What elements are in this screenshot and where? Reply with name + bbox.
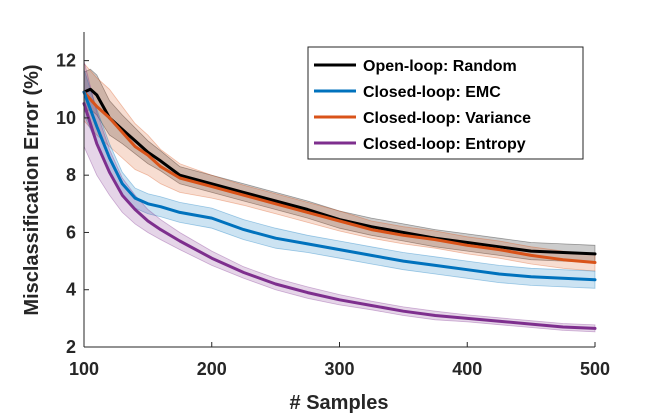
legend-label-4: Closed-loop: Entropy xyxy=(363,136,526,153)
y-tick-label: 6 xyxy=(66,222,76,242)
line-series-3 xyxy=(82,90,597,264)
y-tick-label: 8 xyxy=(66,165,76,185)
line-series-2 xyxy=(82,90,597,282)
legend: Open-loop: Random Closed-loop: EMC Closed-… xyxy=(307,46,584,160)
y-tick-label: 10 xyxy=(56,108,76,128)
y-tick-label: 2 xyxy=(66,337,76,357)
x-tick-label: 100 xyxy=(69,359,99,379)
band-series-4 xyxy=(83,60,596,333)
ticks: 100 200 300 400 500 2 4 6 8 10 12 xyxy=(56,51,610,379)
x-tick-label: 300 xyxy=(324,359,354,379)
legend-label-2: Closed-loop: EMC xyxy=(363,84,501,101)
band-series-2 xyxy=(83,69,596,289)
y-tick-label: 4 xyxy=(66,280,76,300)
legend-label-3: Closed-loop: Variance xyxy=(363,110,531,127)
x-axis-label: # Samples xyxy=(290,392,389,414)
line-series-4 xyxy=(82,102,597,330)
y-tick-label: 12 xyxy=(56,51,76,71)
x-tick-label: 500 xyxy=(580,359,610,379)
legend-label-1: Open-loop: Random xyxy=(363,58,517,75)
x-tick-label: 400 xyxy=(452,359,482,379)
x-tick-label: 200 xyxy=(197,359,227,379)
y-axis-label: Misclassification Error (%) xyxy=(21,64,43,315)
series-lines xyxy=(82,87,597,330)
